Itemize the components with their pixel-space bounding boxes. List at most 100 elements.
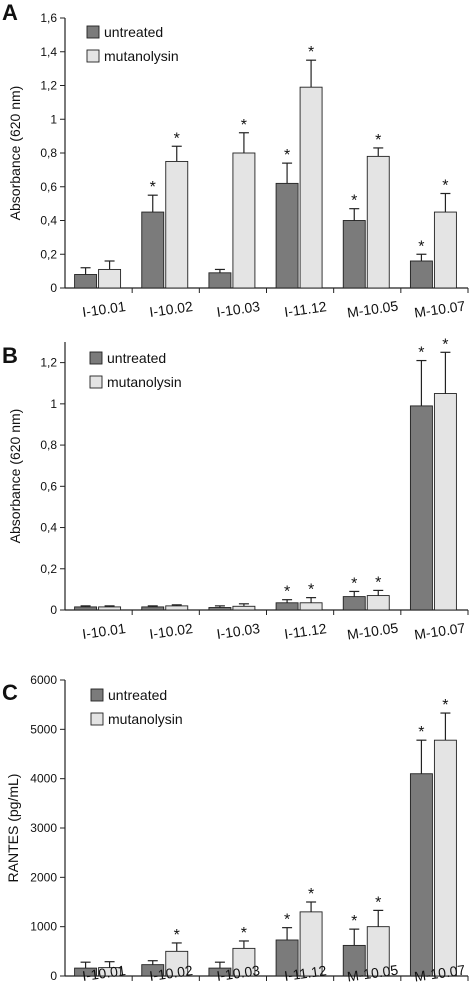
legend-swatch — [89, 375, 103, 389]
y-tick-label: 0 — [50, 969, 57, 983]
y-tick-label: 0,4 — [40, 521, 57, 535]
bar — [433, 393, 457, 611]
y-tick-label: 0,4 — [40, 214, 57, 228]
legend-swatch — [90, 712, 104, 726]
significance-star: * — [418, 724, 424, 741]
legend-swatch — [89, 351, 103, 365]
legend-swatch — [90, 688, 104, 702]
x-tick-label: I-10.01 — [81, 620, 127, 642]
bar — [409, 260, 433, 289]
legend-label: untreated — [104, 24, 163, 40]
y-tick-label: 1 — [50, 112, 57, 126]
significance-star: * — [241, 117, 247, 134]
x-tick-label: M-10.05 — [346, 298, 399, 321]
x-tick-label: I-11.12 — [283, 962, 328, 984]
significance-star: * — [284, 147, 290, 164]
bar — [342, 596, 366, 611]
chart-panel-b: B 0 0,2 0,4 0,6 0,8 1 1,2 Absorbance (620 nm) I-1… — [2, 336, 469, 643]
x-tick-label: M-10.07 — [413, 962, 466, 985]
panel-letter: B — [2, 343, 18, 368]
bar — [208, 272, 232, 289]
y-tick-label: 0,8 — [40, 438, 57, 452]
legend-label: mutanolysin — [104, 48, 179, 64]
bar — [275, 182, 299, 289]
x-tick-label: M-10.07 — [413, 620, 466, 643]
significance-star: * — [351, 575, 357, 592]
y-tick-label: 0,2 — [40, 247, 57, 261]
y-tick-label: 0 — [50, 281, 57, 295]
bar — [74, 606, 98, 611]
panel-letter: A — [2, 0, 18, 25]
significance-star: * — [442, 336, 448, 353]
bar — [409, 405, 433, 611]
significance-star: * — [174, 927, 180, 944]
chart-panel-c: C 0 1000 2000 3000 4000 5000 6000 RANTES (pg/mL)… — [2, 673, 469, 985]
bar — [366, 155, 390, 289]
y-tick-label: 1,2 — [40, 356, 57, 370]
significance-star: * — [284, 912, 290, 929]
significance-star: * — [284, 584, 290, 601]
x-tick-label: I-11.12 — [283, 298, 328, 320]
x-tick-label: M-10.07 — [413, 298, 466, 321]
bar — [98, 606, 122, 611]
significance-star: * — [150, 179, 156, 196]
bar — [165, 160, 189, 289]
y-tick-label: 1 — [50, 397, 57, 411]
y-tick-label: 0 — [50, 603, 57, 617]
x-tick-label: I-10.03 — [216, 962, 262, 984]
x-tick-label: I-10.02 — [148, 298, 194, 320]
bar — [141, 211, 165, 289]
bar — [98, 268, 122, 289]
chart-panel-a: A 0 0,2 0,4 0,6 0,8 1 1,2 1,4 1,6 Absorbance (620 … — [2, 0, 469, 321]
significance-star: * — [241, 925, 247, 942]
significance-star: * — [375, 132, 381, 149]
bar — [208, 607, 232, 611]
y-tick-label: 2000 — [30, 870, 57, 884]
bar — [299, 86, 323, 289]
y-tick-label: 0,6 — [40, 180, 57, 194]
bar — [275, 602, 299, 611]
legend-label: untreated — [108, 687, 167, 703]
x-tick-label: I-11.12 — [283, 620, 328, 642]
x-tick-label: I-10.03 — [216, 298, 262, 320]
y-tick-label: 0,2 — [40, 562, 57, 576]
x-tick-label: I-10.01 — [81, 962, 127, 984]
x-tick-label: M-10.05 — [346, 620, 399, 643]
y-tick-label: 1,6 — [40, 11, 57, 25]
bar — [409, 773, 433, 977]
significance-star: * — [351, 913, 357, 930]
y-tick-label: 3000 — [30, 821, 57, 835]
significance-star: * — [418, 345, 424, 362]
bar — [232, 152, 256, 289]
y-tick-label: 1,2 — [40, 79, 57, 93]
significance-star: * — [308, 886, 314, 903]
bar — [366, 595, 390, 611]
bar — [232, 605, 256, 611]
significance-star: * — [375, 894, 381, 911]
significance-star: * — [308, 582, 314, 599]
legend-label: mutanolysin — [107, 374, 182, 390]
y-axis-label: Absorbance (620 nm) — [7, 409, 23, 544]
y-tick-label: 5000 — [30, 722, 57, 736]
y-axis-label: RANTES (pg/mL) — [5, 774, 21, 883]
panel-letter: C — [2, 680, 18, 705]
y-tick-label: 1000 — [30, 920, 57, 934]
y-axis-label: Absorbance (620 nm) — [7, 86, 23, 221]
legend-label: mutanolysin — [108, 711, 183, 727]
x-tick-label: I-10.01 — [81, 298, 127, 320]
x-tick-label: I-10.02 — [148, 620, 194, 642]
y-tick-label: 0,8 — [40, 146, 57, 160]
legend-swatch — [86, 25, 100, 39]
legend-label: untreated — [107, 350, 166, 366]
significance-star: * — [375, 574, 381, 591]
bar — [342, 220, 366, 289]
y-tick-label: 6000 — [30, 673, 57, 687]
bar — [299, 602, 323, 611]
significance-star: * — [418, 238, 424, 255]
y-tick-label: 0,6 — [40, 479, 57, 493]
bar — [74, 274, 98, 289]
bar — [433, 211, 457, 289]
bar — [165, 605, 189, 611]
y-tick-label: 1,4 — [40, 45, 57, 59]
